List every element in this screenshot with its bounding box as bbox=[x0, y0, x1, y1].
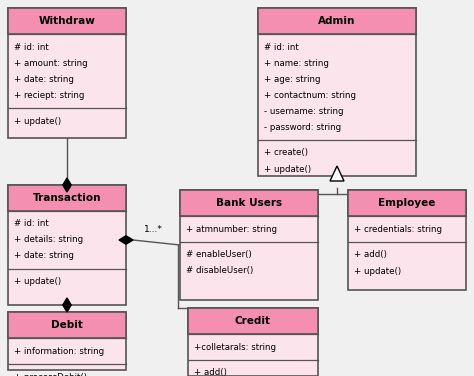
Text: Admin: Admin bbox=[319, 16, 356, 26]
Text: + contactnum: string: + contactnum: string bbox=[264, 91, 356, 100]
Text: + amount: string: + amount: string bbox=[14, 59, 88, 68]
Text: + update(): + update() bbox=[14, 277, 61, 287]
Text: + reciept: string: + reciept: string bbox=[14, 91, 84, 100]
Text: + update(): + update() bbox=[14, 117, 61, 126]
Text: 1...*: 1...* bbox=[144, 225, 163, 234]
Text: + update(): + update() bbox=[354, 267, 401, 276]
Bar bbox=[180, 190, 318, 216]
Polygon shape bbox=[63, 298, 71, 312]
Bar bbox=[258, 8, 416, 34]
Text: + update(): + update() bbox=[264, 165, 311, 173]
Text: + add(): + add() bbox=[354, 250, 387, 259]
Text: Employee: Employee bbox=[378, 198, 436, 208]
Text: + age: string: + age: string bbox=[264, 74, 320, 83]
Bar bbox=[188, 308, 318, 334]
Text: +colletarals: string: +colletarals: string bbox=[194, 343, 276, 352]
Bar bbox=[348, 190, 466, 290]
Polygon shape bbox=[119, 236, 133, 244]
Text: + details: string: + details: string bbox=[14, 235, 83, 244]
Text: # disableUser(): # disableUser() bbox=[186, 267, 253, 276]
Bar bbox=[258, 8, 416, 176]
Text: # id: int: # id: int bbox=[14, 42, 49, 52]
Bar bbox=[180, 190, 318, 300]
Text: + name: string: + name: string bbox=[264, 59, 329, 68]
Text: # id: int: # id: int bbox=[264, 42, 299, 52]
Text: + create(): + create() bbox=[264, 149, 308, 158]
Bar bbox=[8, 185, 126, 211]
Text: Debit: Debit bbox=[51, 320, 83, 330]
Text: + atmnumber: string: + atmnumber: string bbox=[186, 224, 277, 233]
Bar bbox=[8, 312, 126, 370]
Text: - username: string: - username: string bbox=[264, 106, 344, 115]
Text: Transaction: Transaction bbox=[33, 193, 101, 203]
Bar bbox=[8, 312, 126, 338]
Bar bbox=[188, 308, 318, 376]
Bar bbox=[348, 190, 466, 216]
Bar bbox=[8, 8, 126, 34]
Bar bbox=[8, 185, 126, 305]
Text: - password: string: - password: string bbox=[264, 123, 341, 132]
Polygon shape bbox=[63, 178, 71, 192]
Text: Withdraw: Withdraw bbox=[38, 16, 95, 26]
Text: + processDebit(): + processDebit() bbox=[14, 373, 87, 376]
Text: + credentials: string: + credentials: string bbox=[354, 224, 442, 233]
Bar bbox=[8, 8, 126, 138]
Text: Credit: Credit bbox=[235, 316, 271, 326]
Text: + date: string: + date: string bbox=[14, 74, 74, 83]
Text: + add(): + add() bbox=[194, 368, 227, 376]
Text: Bank Users: Bank Users bbox=[216, 198, 282, 208]
Polygon shape bbox=[330, 166, 344, 181]
Text: + information: string: + information: string bbox=[14, 347, 104, 355]
Text: + date: string: + date: string bbox=[14, 252, 74, 261]
Text: # id: int: # id: int bbox=[14, 220, 49, 229]
Text: # enableUser(): # enableUser() bbox=[186, 250, 252, 259]
